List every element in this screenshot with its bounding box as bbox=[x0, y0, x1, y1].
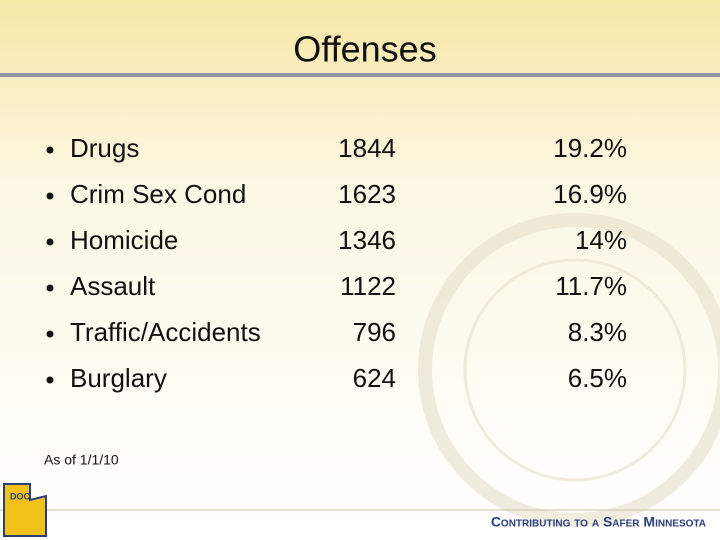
offense-percent: 14% bbox=[575, 225, 627, 255]
offense-name: Burglary bbox=[70, 363, 167, 393]
slide-title: Offenses bbox=[293, 29, 436, 70]
offense-count: 624 bbox=[353, 363, 396, 393]
offense-percent: 11.7% bbox=[555, 271, 627, 301]
tagline: Contributing to a Safer Minnesota bbox=[491, 514, 706, 530]
logo-text: DOC bbox=[10, 491, 31, 501]
offense-name: Crim Sex Cond bbox=[70, 179, 246, 209]
offense-count: 1346 bbox=[338, 225, 396, 255]
bullet bbox=[46, 192, 54, 200]
bullet bbox=[46, 376, 54, 384]
offense-percent: 6.5% bbox=[568, 363, 627, 393]
offense-percent: 16.9% bbox=[553, 179, 627, 209]
bullet bbox=[46, 238, 54, 246]
logo: DOC bbox=[3, 483, 47, 537]
offense-count: 1122 bbox=[340, 271, 396, 301]
seal-watermark bbox=[418, 213, 720, 527]
offense-name: Homicide bbox=[70, 225, 178, 255]
offense-percent: 8.3% bbox=[568, 317, 627, 347]
offense-count: 1623 bbox=[338, 179, 396, 209]
offense-name: Drugs bbox=[70, 133, 139, 163]
offense-count: 796 bbox=[353, 317, 396, 347]
footnote: As of 1/1/10 bbox=[44, 452, 119, 468]
bullet bbox=[46, 330, 54, 338]
offense-name: Traffic/Accidents bbox=[70, 317, 261, 347]
offense-name: Assault bbox=[70, 271, 156, 301]
bullet bbox=[46, 284, 54, 292]
offense-count: 1844 bbox=[338, 133, 396, 163]
offense-table: Drugs 1844 19.2% Crim Sex Cond 1623 16.9% Homi… bbox=[46, 133, 627, 393]
offense-percent: 19.2% bbox=[553, 133, 627, 163]
bullet bbox=[46, 146, 54, 154]
